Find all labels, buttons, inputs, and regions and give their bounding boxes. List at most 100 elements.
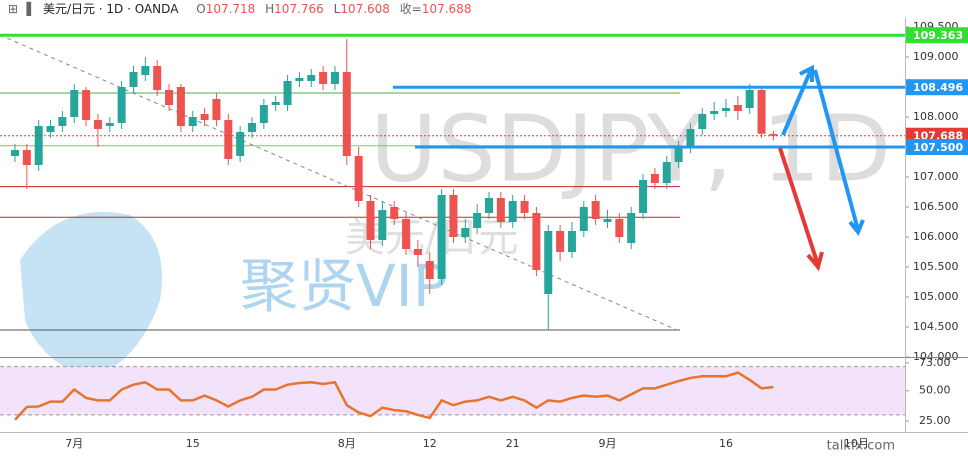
x-tick-label: 15 — [186, 437, 200, 450]
candle-body — [674, 147, 683, 162]
candle-body — [520, 201, 529, 213]
candle-body — [402, 219, 411, 249]
candle-body — [34, 126, 43, 165]
menu-icon[interactable]: ⊞ ▐ — [8, 2, 32, 16]
candle-body — [366, 201, 375, 240]
y-tick-label: 109.000 — [913, 50, 959, 63]
x-tick-label: 21 — [506, 437, 520, 450]
candle-body — [70, 90, 79, 117]
candle-body — [188, 117, 197, 126]
price-badge-label: 109.363 — [913, 29, 963, 42]
close-label: 收= — [399, 2, 422, 16]
candle-body — [757, 90, 766, 134]
close-value: 107.688 — [421, 2, 472, 16]
candle-body — [496, 198, 505, 222]
watermark-ticker: USDJPY, 1D — [370, 95, 891, 202]
logo — [20, 212, 162, 380]
header: ⊞ ▐ 美元/日元 · 1D · OANDA O107.718 H107.766… — [0, 0, 472, 18]
y-tick-label: 104.000 — [913, 350, 959, 363]
rsi-tick-label: 73.00 — [919, 356, 951, 369]
candle-body — [11, 150, 19, 156]
rsi-tick-label: 50.00 — [919, 384, 951, 397]
candle-body — [473, 213, 482, 228]
candle-body — [485, 198, 493, 213]
candle-body — [710, 111, 719, 114]
y-tick-label: 106.500 — [913, 200, 959, 213]
candle-body — [449, 195, 458, 237]
candle-body — [686, 129, 695, 147]
candle-body — [236, 132, 245, 156]
rsi-tick-label: 25.00 — [919, 414, 951, 427]
y-tick-label: 108.000 — [913, 110, 959, 123]
candle-body — [698, 114, 707, 129]
high-value: 107.766 — [274, 2, 324, 16]
site-watermark: talkfx.com — [827, 439, 895, 454]
high-label: H — [265, 2, 275, 16]
x-tick-label: 8月 — [338, 437, 356, 450]
candle-body — [319, 72, 328, 84]
y-tick-label: 105.500 — [913, 260, 959, 273]
candle-body — [639, 180, 648, 213]
candle-body — [165, 90, 174, 105]
candle-body — [733, 105, 742, 111]
price-badge — [906, 139, 968, 155]
candle-body — [769, 133, 778, 136]
candle-body — [544, 231, 553, 294]
candle-body — [413, 249, 422, 255]
candle-body — [508, 201, 517, 222]
candle-body — [354, 156, 363, 201]
candle-body — [46, 126, 55, 132]
candle-body — [532, 213, 541, 270]
candle-body — [722, 108, 730, 111]
low-label: L — [333, 2, 341, 16]
rsi-band — [0, 366, 905, 415]
price-badge — [906, 27, 968, 44]
candle-body — [591, 201, 600, 219]
y-tick-label: 107.000 — [913, 170, 959, 183]
y-tick-label: 105.000 — [913, 290, 959, 303]
open-label: O — [196, 2, 206, 16]
x-tick-label: 9月 — [599, 437, 617, 450]
candle-body — [82, 90, 91, 120]
candle-body — [22, 150, 31, 165]
candle-body — [259, 105, 268, 123]
candle-body — [390, 207, 399, 219]
candle-body — [579, 207, 588, 231]
rsi-line — [14, 371, 774, 421]
candle-body — [556, 231, 565, 252]
x-tick-label: 10月 — [844, 437, 869, 450]
candle-body — [117, 87, 126, 123]
y-tick-label: 106.000 — [913, 230, 959, 243]
symbol[interactable]: 美元/日元 · 1D · OANDA — [42, 2, 179, 16]
candle-body — [129, 72, 138, 87]
candle-body — [271, 102, 280, 105]
candle-body — [200, 114, 209, 120]
candle-body — [615, 219, 624, 237]
candle-body — [212, 99, 221, 120]
candle-body — [93, 120, 102, 129]
annotations — [778, 64, 865, 272]
candle-body — [283, 81, 292, 105]
watermark-brand: 聚贤VIP — [240, 252, 448, 320]
candle-body — [176, 87, 185, 126]
candle-body — [307, 75, 316, 81]
x-tick-label: 7月 — [65, 437, 83, 450]
x-tick-label: 12 — [423, 437, 437, 450]
price-badge — [906, 79, 968, 96]
candle-body — [330, 72, 339, 84]
trend-line — [0, 34, 678, 331]
candle-body — [248, 123, 256, 132]
price-badge-label: 108.496 — [913, 81, 963, 94]
candle-body — [378, 210, 387, 240]
candle-body — [141, 66, 150, 75]
candle-body — [627, 213, 636, 243]
y-tick-label: 104.500 — [913, 320, 959, 333]
candle-body — [461, 228, 470, 237]
candle-body — [58, 117, 67, 126]
candle-body — [662, 162, 671, 183]
candle-body — [567, 231, 576, 252]
candle-body — [153, 66, 162, 90]
candle-body — [105, 123, 114, 126]
candle-body — [224, 120, 233, 159]
